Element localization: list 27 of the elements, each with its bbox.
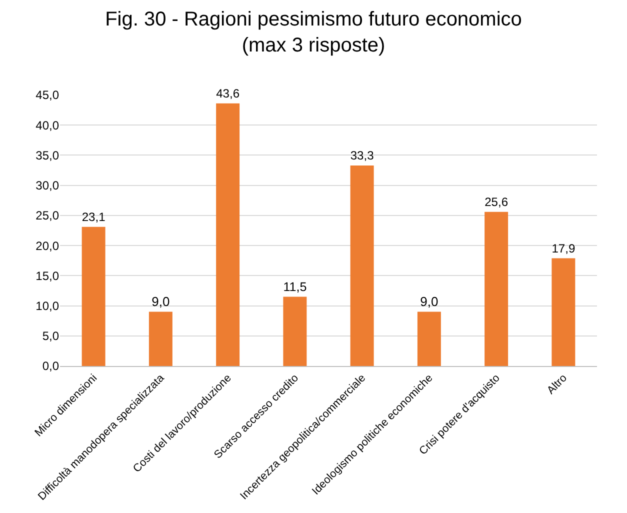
data-label: 17,9 xyxy=(552,241,576,256)
y-tick-label: 5,0 xyxy=(42,329,60,344)
bar xyxy=(484,212,508,366)
y-tick-label: 25,0 xyxy=(36,208,60,223)
data-label: 33,3 xyxy=(350,148,374,163)
data-label: 25,6 xyxy=(484,195,508,210)
y-tick-label: 0,0 xyxy=(42,359,60,374)
data-label: 9,0 xyxy=(152,294,170,309)
bar xyxy=(350,165,374,366)
y-tick-label: 35,0 xyxy=(36,148,60,162)
y-tick-label: 40,0 xyxy=(36,118,60,132)
y-tick-label: 15,0 xyxy=(36,268,60,283)
y-tick-label: 20,0 xyxy=(36,238,60,253)
bar xyxy=(283,296,307,366)
chart-title: Fig. 30 - Ragioni pessimismo futuro economico (max 3 risposte) xyxy=(105,8,522,57)
bar xyxy=(216,103,240,366)
y-tick-label: 30,0 xyxy=(36,178,60,193)
y-tick-label: 45,0 xyxy=(36,88,60,102)
data-label: 9,0 xyxy=(420,294,438,309)
bar xyxy=(82,226,106,366)
data-label: 11,5 xyxy=(283,280,307,294)
y-tick-label: 10,0 xyxy=(36,298,60,313)
bar xyxy=(148,312,172,366)
data-label: 43,6 xyxy=(216,86,240,101)
bar xyxy=(552,258,576,366)
data-label: 23,1 xyxy=(82,210,106,224)
bar xyxy=(417,312,441,366)
